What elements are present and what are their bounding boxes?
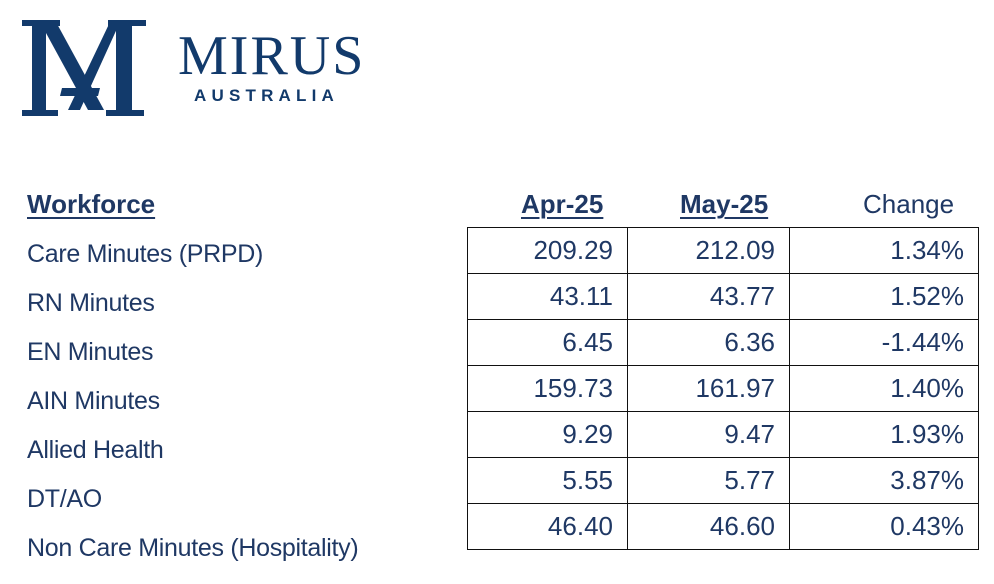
apr-value: 209.29 xyxy=(467,227,628,274)
apr-value: 43.11 xyxy=(467,273,628,320)
brand-subtitle: AUSTRALIA xyxy=(194,86,340,105)
change-value: -1.44% xyxy=(789,319,979,366)
apr-value: 5.55 xyxy=(467,457,628,504)
workforce-table: 209.29 212.09 1.34% 43.11 43.77 1.52% 6.45 6.… xyxy=(467,227,979,550)
apr-value: 9.29 xyxy=(467,411,628,458)
section-title: Workforce xyxy=(27,189,156,219)
table-row: 159.73 161.97 1.40% xyxy=(467,365,979,412)
row-label: EN Minutes xyxy=(27,338,154,366)
change-value: 3.87% xyxy=(789,457,979,504)
change-value: 1.52% xyxy=(789,273,979,320)
row-label: Care Minutes (PRPD) xyxy=(27,240,264,268)
apr-value: 6.45 xyxy=(467,319,628,366)
table-row: 209.29 212.09 1.34% xyxy=(467,227,979,274)
column-header-change: Change xyxy=(863,189,955,219)
change-value: 1.40% xyxy=(789,365,979,412)
table-row: 5.55 5.77 3.87% xyxy=(467,457,979,504)
may-value: 161.97 xyxy=(627,365,790,412)
table-row: 6.45 6.36 -1.44% xyxy=(467,319,979,366)
row-label: DT/AO xyxy=(27,485,102,513)
apr-value: 46.40 xyxy=(467,503,628,550)
may-value: 9.47 xyxy=(627,411,790,458)
may-value: 212.09 xyxy=(627,227,790,274)
apr-value: 159.73 xyxy=(467,365,628,412)
may-value: 46.60 xyxy=(627,503,790,550)
may-value: 6.36 xyxy=(627,319,790,366)
brand-name: MIRUS xyxy=(178,25,366,87)
table-row: 43.11 43.77 1.52% xyxy=(467,273,979,320)
table-row: 46.40 46.60 0.43% xyxy=(467,503,979,550)
column-header-apr: Apr-25 xyxy=(521,189,604,219)
change-value: 0.43% xyxy=(789,503,979,550)
row-label: AIN Minutes xyxy=(27,387,160,415)
may-value: 5.77 xyxy=(627,457,790,504)
may-value: 43.77 xyxy=(627,273,790,320)
row-label: Non Care Minutes (Hospitality) xyxy=(27,534,359,562)
change-value: 1.93% xyxy=(789,411,979,458)
column-header-may: May-25 xyxy=(680,189,769,219)
row-label: Allied Health xyxy=(27,436,164,464)
row-label: RN Minutes xyxy=(27,289,155,317)
table-row: 9.29 9.47 1.93% xyxy=(467,411,979,458)
change-value: 1.34% xyxy=(789,227,979,274)
mirus-monogram-logo xyxy=(22,20,146,116)
